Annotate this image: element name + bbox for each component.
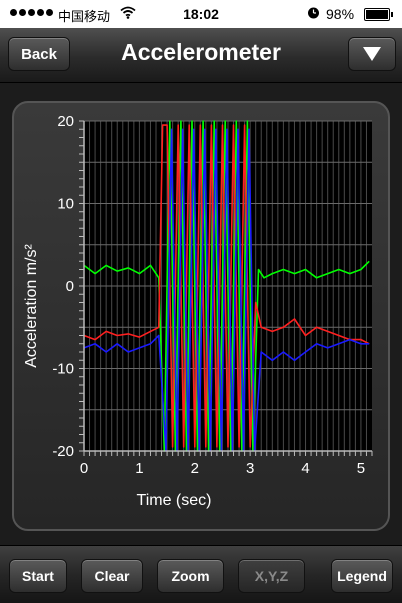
back-button[interactable]: Back: [8, 37, 70, 71]
series-line-2: [83, 124, 370, 448]
x-tick-label: 4: [301, 460, 309, 477]
x-tick-label: 0: [80, 460, 88, 477]
y-tick-label: -20: [52, 443, 74, 460]
alarm-icon: [306, 5, 321, 23]
x-tick-label: 5: [357, 460, 365, 477]
signal-strength-icon: [10, 9, 53, 16]
y-tick-label: 10: [57, 196, 74, 213]
content-area: 0 1 2 3 4 5 20 10 0 -10 -20 Time (sec) Acceleratio…: [0, 83, 402, 545]
y-tick-label: 20: [57, 113, 74, 130]
page-title: Accelerometer: [121, 39, 281, 65]
y-tick-label: -10: [52, 361, 74, 378]
series-line-3: [83, 128, 370, 452]
chart-panel: 0 1 2 3 4 5 20 10 0 -10 -20 Time (sec) Acceleratio…: [12, 101, 390, 531]
status-time: 18:02: [183, 6, 219, 22]
battery-icon: [364, 8, 393, 21]
carrier-name: 中国移动: [58, 10, 111, 25]
acceleration-chart: 0 1 2 3 4 5 20 10 0 -10 -20 Time (sec) Acceleratio…: [23, 113, 373, 509]
navigation-bar: Back Accelerometer: [0, 28, 402, 83]
x-tick-label: 2: [191, 460, 199, 477]
x-tick-label: 1: [135, 460, 143, 477]
legend-button[interactable]: Legend: [331, 559, 393, 593]
x-axis-label: Time (sec): [137, 492, 212, 509]
xyz-button[interactable]: X,Y,Z: [238, 559, 305, 593]
status-bar: 中国移动 18:02 98%: [0, 0, 402, 28]
bottom-toolbar: Start Clear Zoom X,Y,Z Legend: [0, 545, 402, 603]
start-button[interactable]: Start: [9, 559, 67, 593]
clear-button[interactable]: Clear: [81, 559, 143, 593]
zoom-button[interactable]: Zoom: [157, 559, 224, 593]
y-tick-label: 0: [66, 278, 74, 295]
dropdown-menu-button[interactable]: [348, 37, 396, 71]
y-axis-label: Acceleration m/s²: [23, 244, 40, 368]
triangle-down-icon: [363, 47, 381, 61]
x-tick-label: 3: [246, 460, 254, 477]
wifi-icon: [120, 6, 136, 22]
battery-percent: 98%: [326, 6, 355, 22]
